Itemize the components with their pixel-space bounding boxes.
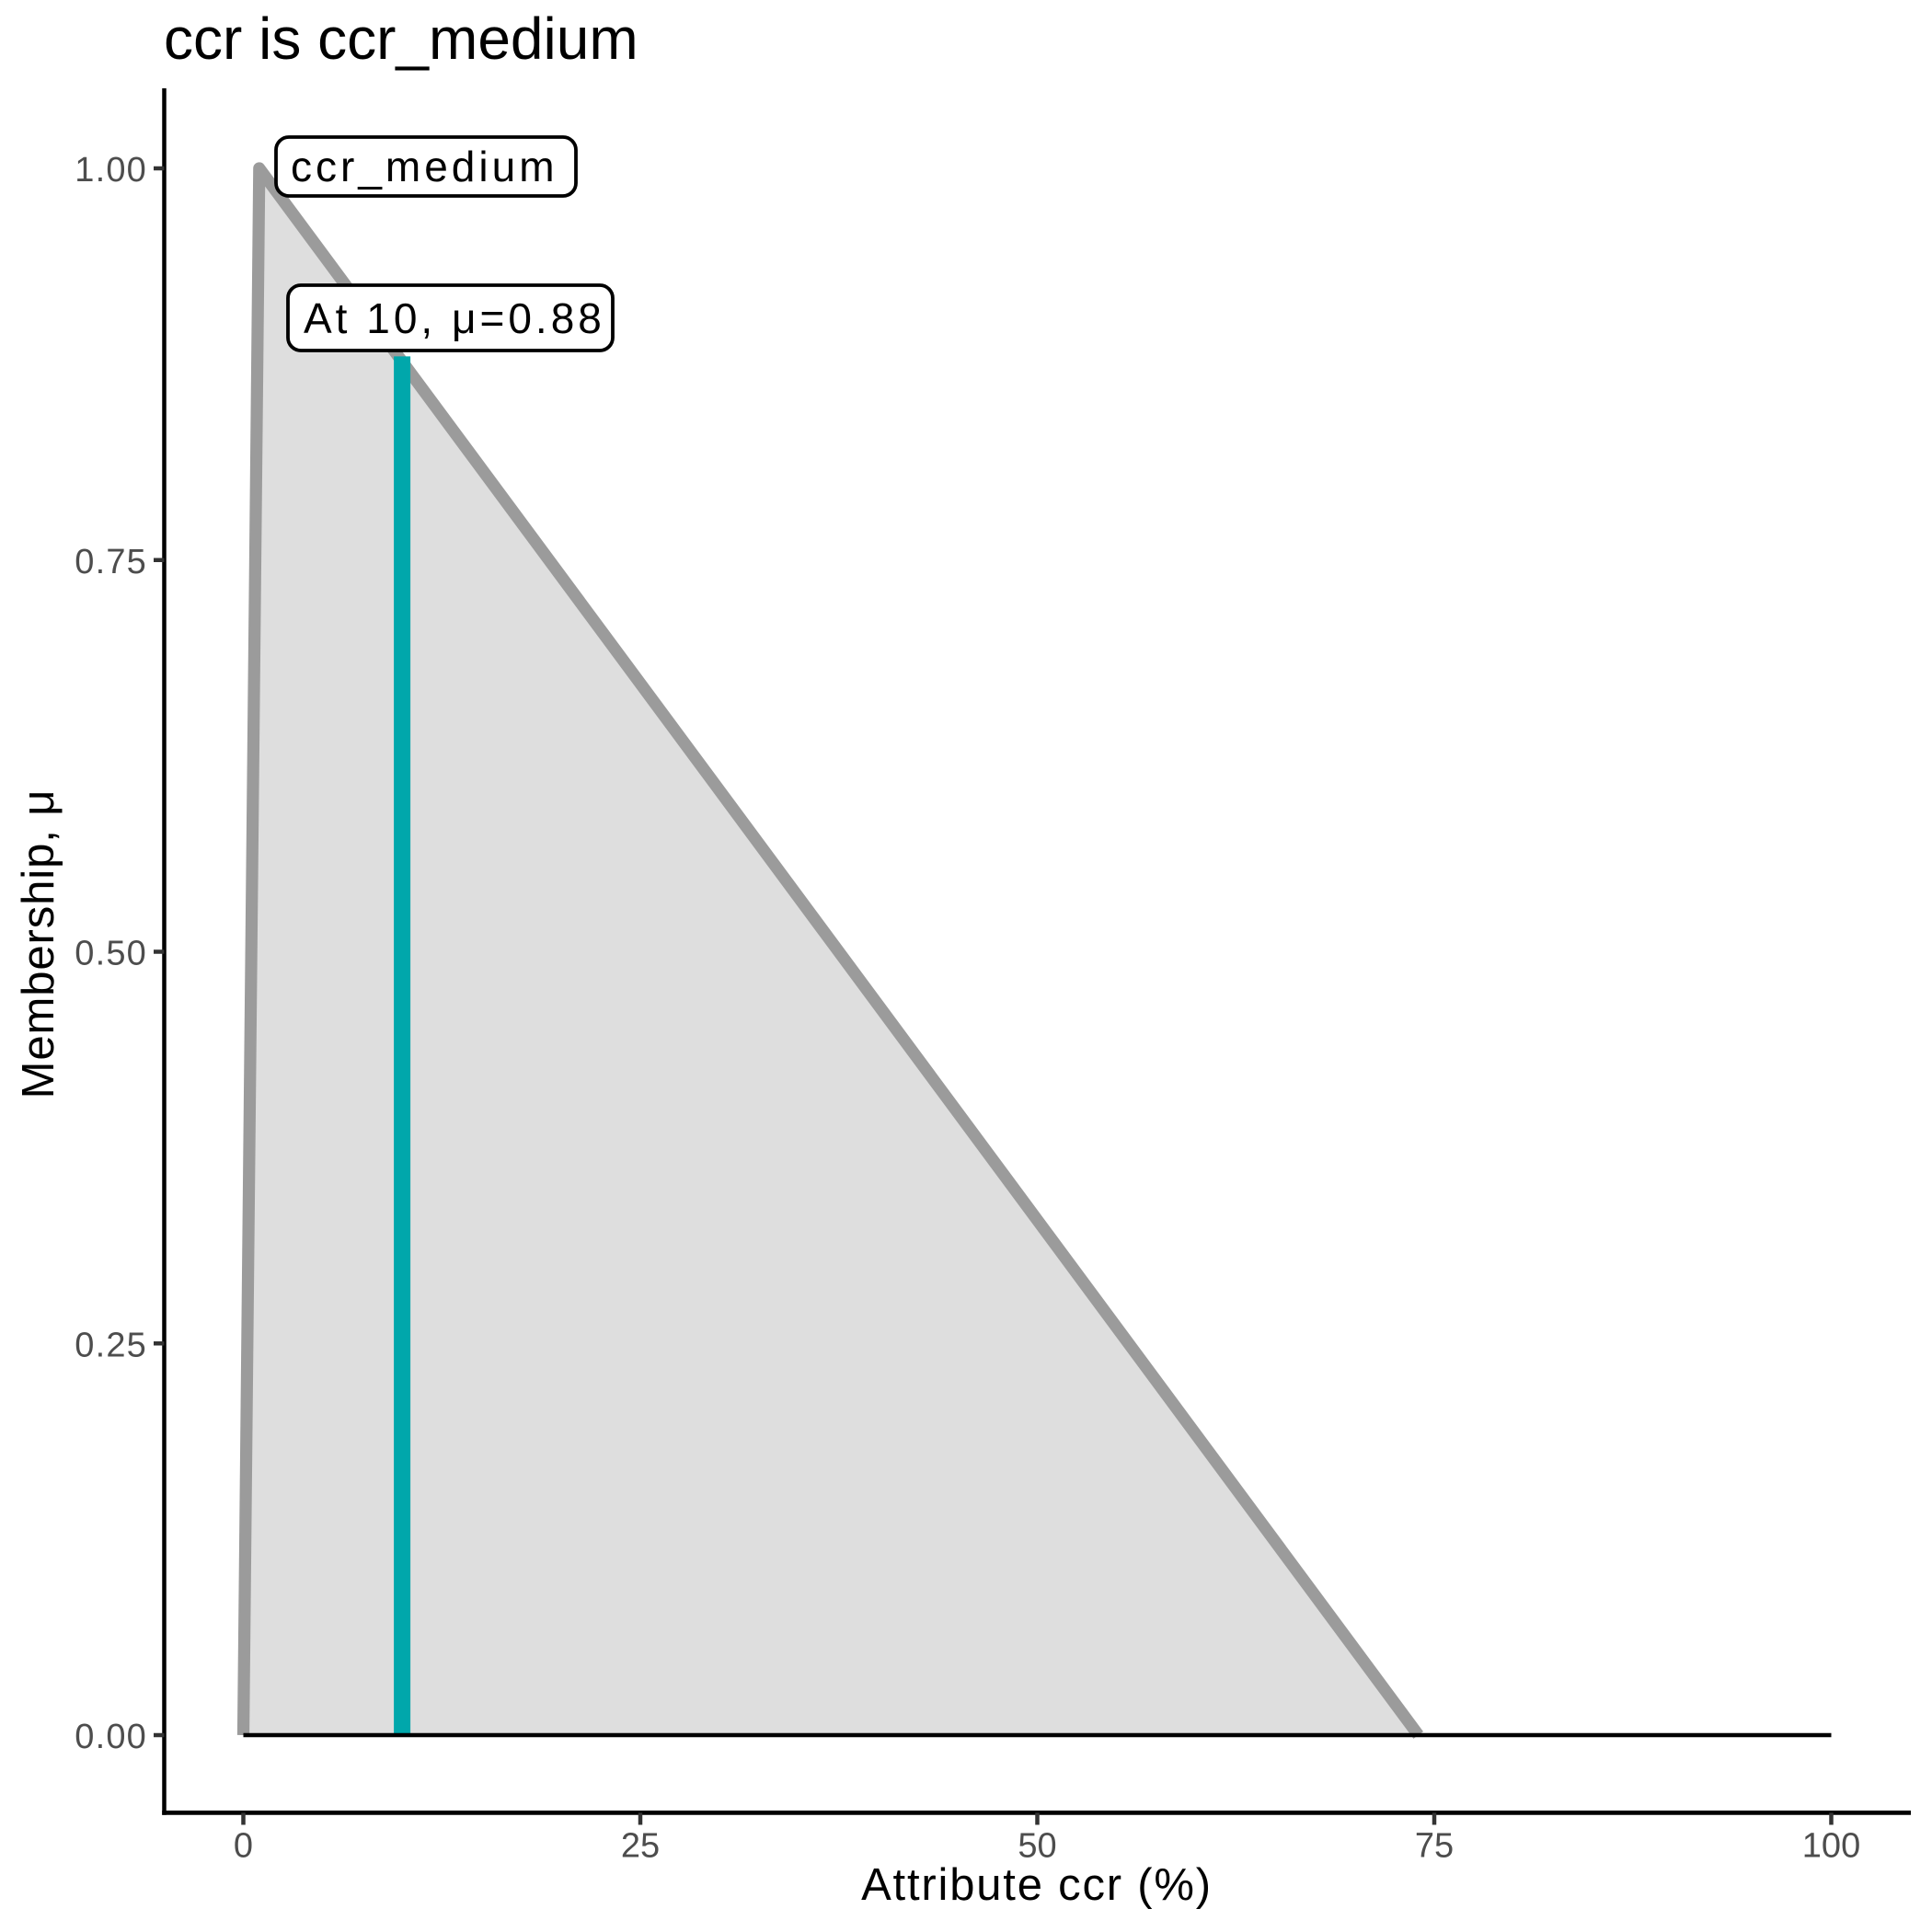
- svg-text:ccr_medium: ccr_medium: [291, 143, 558, 190]
- svg-text:0.00: 0.00: [75, 1718, 147, 1756]
- svg-text:At 10, μ=0.88: At 10, μ=0.88: [304, 294, 605, 342]
- svg-text:0.50: 0.50: [75, 935, 147, 973]
- svg-text:1.00: 1.00: [75, 151, 147, 190]
- svg-text:100: 100: [1802, 1827, 1860, 1866]
- svg-text:0.25: 0.25: [75, 1326, 147, 1364]
- svg-text:75: 75: [1415, 1827, 1454, 1866]
- svg-text:Attribute ccr (%): Attribute ccr (%): [861, 1860, 1213, 1910]
- svg-text:25: 25: [621, 1827, 660, 1866]
- svg-text:Membership, μ: Membership, μ: [14, 789, 63, 1099]
- svg-text:0: 0: [234, 1827, 253, 1866]
- svg-text:50: 50: [1018, 1827, 1056, 1866]
- svg-text:ccr is ccr_medium: ccr is ccr_medium: [164, 6, 638, 72]
- svg-text:0.75: 0.75: [75, 543, 147, 581]
